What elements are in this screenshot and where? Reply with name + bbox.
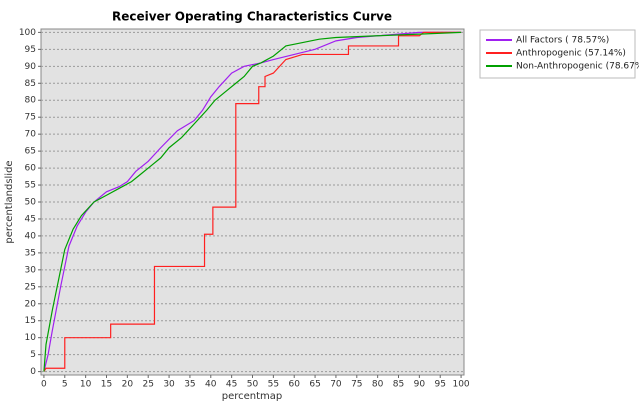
- x-tick-label: 50: [247, 380, 259, 390]
- y-tick-label: 30: [25, 265, 37, 275]
- x-tick-label: 90: [414, 380, 426, 390]
- y-tick-label: 60: [25, 164, 37, 174]
- y-tick-label: 15: [25, 316, 36, 326]
- legend-label: Anthropogenic (57.14%): [516, 49, 626, 59]
- y-tick-label: 90: [25, 62, 37, 72]
- y-tick-label: 85: [25, 79, 36, 89]
- x-tick-label: 30: [163, 380, 175, 390]
- y-tick-label: 40: [25, 231, 37, 241]
- y-tick-label: 5: [30, 350, 36, 360]
- series-line: [43, 31, 462, 372]
- x-tick-label: 35: [184, 380, 195, 390]
- chart-title: Receiver Operating Characteristics Curve: [112, 10, 392, 24]
- y-tick-label: 50: [25, 198, 37, 208]
- legend-label: Non-Anthropogenic (78.67%): [516, 62, 639, 72]
- x-tick-label: 80: [372, 380, 384, 390]
- series-line: [43, 31, 462, 372]
- y-tick-label: 25: [25, 282, 36, 292]
- x-tick-label: 5: [62, 380, 68, 390]
- x-tick-label: 70: [330, 380, 342, 390]
- y-tick-label: 20: [25, 299, 37, 309]
- y-tick-label: 75: [25, 113, 36, 123]
- x-tick-label: 15: [101, 380, 112, 390]
- x-tick-label: 40: [205, 380, 217, 390]
- x-tick-label: 0: [41, 380, 47, 390]
- x-tick-label: 55: [268, 380, 279, 390]
- x-tick-label: 20: [122, 380, 134, 390]
- x-tick-label: 95: [434, 380, 445, 390]
- legend-label: All Factors ( 78.57%): [516, 36, 609, 46]
- y-tick-label: 55: [25, 181, 36, 191]
- plot-area: [40, 28, 465, 376]
- x-tick-label: 25: [142, 380, 153, 390]
- y-tick-label: 45: [25, 214, 36, 224]
- x-tick-label: 65: [309, 380, 320, 390]
- y-tick-label: 80: [25, 96, 37, 106]
- series-line: [43, 31, 462, 372]
- y-tick-label: 95: [25, 45, 36, 55]
- y-tick-label: 65: [25, 147, 36, 157]
- y-tick-label: 35: [25, 248, 36, 258]
- y-tick-label: 0: [30, 367, 36, 377]
- x-axis-label: percentmap: [222, 391, 283, 401]
- x-tick-label: 100: [452, 380, 469, 390]
- x-tick-label: 60: [288, 380, 300, 390]
- y-tick-label: 100: [19, 28, 36, 38]
- x-tick-label: 45: [226, 380, 237, 390]
- y-axis-label: percentlandslide: [4, 160, 15, 243]
- x-tick-label: 10: [80, 380, 92, 390]
- y-tick-label: 10: [25, 333, 37, 343]
- y-tick-label: 70: [25, 130, 37, 140]
- x-tick-label: 75: [351, 380, 362, 390]
- x-tick-label: 85: [393, 380, 404, 390]
